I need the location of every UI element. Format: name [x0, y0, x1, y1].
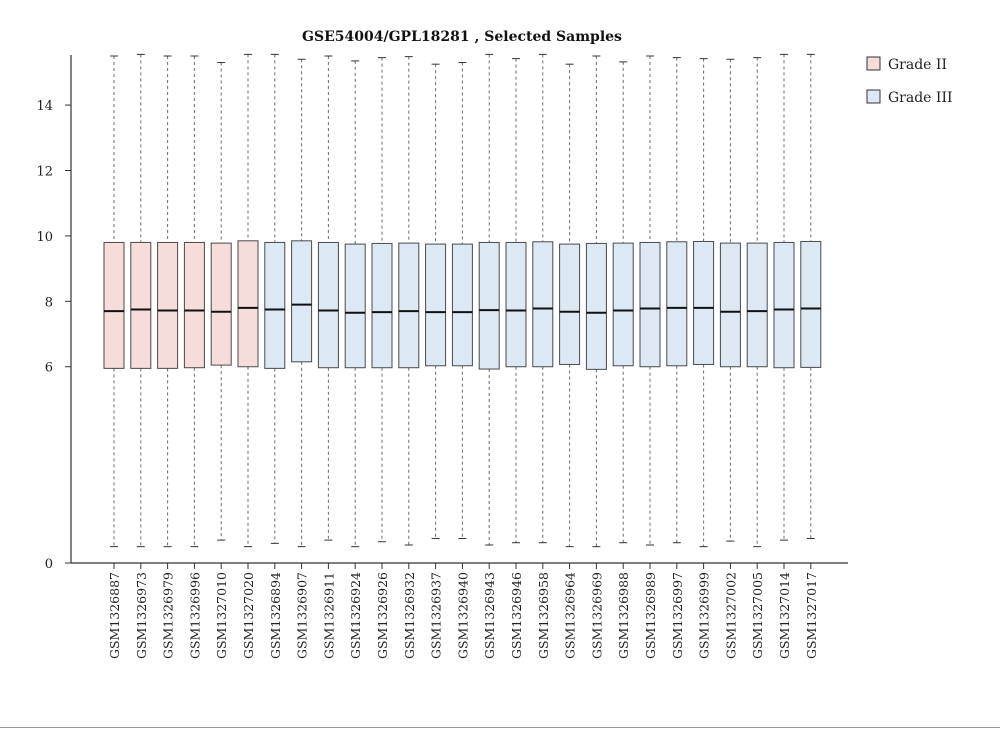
y-tick-label: 14	[36, 99, 53, 114]
box-GSM1326946: GSM1326946	[505, 58, 527, 659]
x-tick-label: GSM1326973	[134, 572, 149, 659]
iqr-box	[451, 243, 473, 367]
box-GSM1326979: GSM1326979	[157, 55, 179, 659]
x-tick-label: GSM1326979	[161, 572, 176, 659]
box-GSM1326997: GSM1326997	[666, 57, 688, 659]
iqr-box	[693, 240, 715, 365]
box-GSM1326907: GSM1326907	[291, 58, 313, 659]
box-GSM1326988: GSM1326988	[612, 61, 634, 659]
legend-label: Grade II	[888, 57, 947, 73]
iqr-box	[585, 242, 607, 370]
box-GSM1327002: GSM1327002	[719, 58, 741, 659]
iqr-box	[666, 241, 688, 367]
x-tick-label: GSM1327020	[241, 572, 256, 659]
y-tick-label: 12	[36, 164, 53, 179]
iqr-box	[773, 241, 795, 369]
box-GSM1326943: GSM1326943	[478, 53, 500, 659]
x-tick-label: GSM1327014	[777, 572, 792, 659]
x-tick-label: GSM1326932	[402, 572, 417, 659]
iqr-box	[800, 240, 822, 368]
iqr-box	[344, 243, 366, 369]
y-tick-label: 6	[45, 361, 53, 376]
iqr-box	[103, 241, 125, 369]
iqr-box	[612, 242, 634, 367]
box-GSM1326926: GSM1326926	[371, 57, 393, 659]
legend-swatch	[866, 89, 881, 104]
iqr-box	[237, 240, 259, 368]
box-GSM1326937: GSM1326937	[425, 63, 447, 659]
x-tick-label: GSM1327005	[750, 572, 765, 659]
box-GSM1326964: GSM1326964	[559, 63, 581, 659]
x-tick-label: GSM1326940	[455, 572, 470, 659]
iqr-box	[264, 241, 286, 369]
iqr-box	[157, 241, 179, 369]
iqr-box	[291, 240, 313, 363]
box-GSM1326958: GSM1326958	[532, 53, 554, 659]
caption-divider	[0, 727, 1000, 728]
legend: Grade II Grade III	[866, 56, 953, 106]
box-GSM1327014: GSM1327014	[773, 53, 795, 659]
iqr-box	[746, 242, 768, 368]
box-GSM1327017: GSM1327017	[800, 53, 822, 659]
box-GSM1326932: GSM1326932	[398, 56, 420, 659]
iqr-box	[317, 241, 339, 369]
box-GSM1326924: GSM1326924	[344, 60, 366, 659]
x-tick-label: GSM1326924	[348, 572, 363, 659]
x-tick-label: GSM1326911	[321, 572, 336, 659]
x-tick-label: GSM1326894	[268, 572, 283, 659]
box-GSM1326999: GSM1326999	[693, 58, 715, 659]
iqr-box	[183, 241, 205, 369]
box-GSM1327010: GSM1327010	[210, 62, 232, 659]
box-GSM1326894: GSM1326894	[264, 53, 286, 659]
x-tick-label: GSM1326937	[429, 572, 444, 659]
box-GSM1327020: GSM1327020	[237, 53, 259, 659]
y-tick-label: 8	[45, 295, 53, 310]
box-GSM1326969: GSM1326969	[585, 55, 607, 659]
box-GSM1326996: GSM1326996	[183, 55, 205, 659]
x-tick-label: GSM1326989	[643, 572, 658, 659]
x-tick-label: GSM1326907	[295, 572, 310, 659]
y-tick-label: 10	[36, 230, 53, 245]
x-tick-label: GSM1326946	[509, 572, 524, 659]
x-tick-label: GSM1326969	[589, 572, 604, 659]
iqr-box	[505, 241, 527, 368]
box-GSM1326940: GSM1326940	[451, 62, 473, 659]
box-GSM1327005: GSM1327005	[746, 57, 768, 659]
x-tick-label: GSM1326996	[187, 572, 202, 659]
box-GSM1326887: GSM1326887	[103, 55, 125, 659]
legend-swatch	[866, 56, 881, 71]
iqr-box	[559, 243, 581, 365]
iqr-box	[210, 242, 232, 366]
y-tick-label: 0	[45, 557, 53, 572]
x-tick-label: GSM1327010	[214, 572, 229, 659]
box-GSM1326989: GSM1326989	[639, 55, 661, 659]
x-tick-label: GSM1326999	[697, 572, 712, 659]
x-tick-label: GSM1326964	[563, 572, 578, 659]
box-GSM1326911: GSM1326911	[317, 55, 339, 659]
iqr-box	[478, 241, 500, 370]
iqr-box	[398, 242, 420, 369]
x-tick-label: GSM1327002	[723, 572, 738, 659]
plot-area: 0 6 8 10 12 14 GSM1326887 GSM1326973 GSM1326979 G…	[36, 53, 848, 659]
x-tick-label: GSM1326943	[482, 572, 497, 659]
iqr-box	[719, 242, 741, 368]
chart-title: GSE54004/GPL18281 , Selected Samples	[302, 29, 622, 45]
x-tick-label: GSM1326887	[107, 572, 122, 659]
iqr-box	[130, 241, 152, 369]
box-GSM1326973: GSM1326973	[130, 53, 152, 659]
iqr-box	[639, 241, 661, 368]
x-tick-label: GSM1327017	[804, 572, 819, 659]
legend-label: Grade III	[888, 90, 953, 106]
x-tick-label: GSM1326958	[536, 572, 551, 659]
x-tick-label: GSM1326926	[375, 572, 390, 659]
iqr-box	[425, 243, 447, 367]
x-tick-label: GSM1326997	[670, 572, 685, 659]
iqr-box	[371, 242, 393, 369]
iqr-box	[532, 241, 554, 368]
x-tick-label: GSM1326988	[616, 572, 631, 659]
